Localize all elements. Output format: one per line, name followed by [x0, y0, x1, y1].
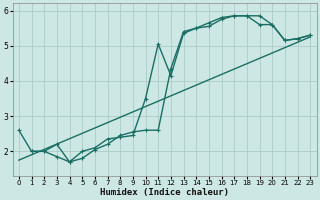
- X-axis label: Humidex (Indice chaleur): Humidex (Indice chaleur): [100, 188, 229, 197]
